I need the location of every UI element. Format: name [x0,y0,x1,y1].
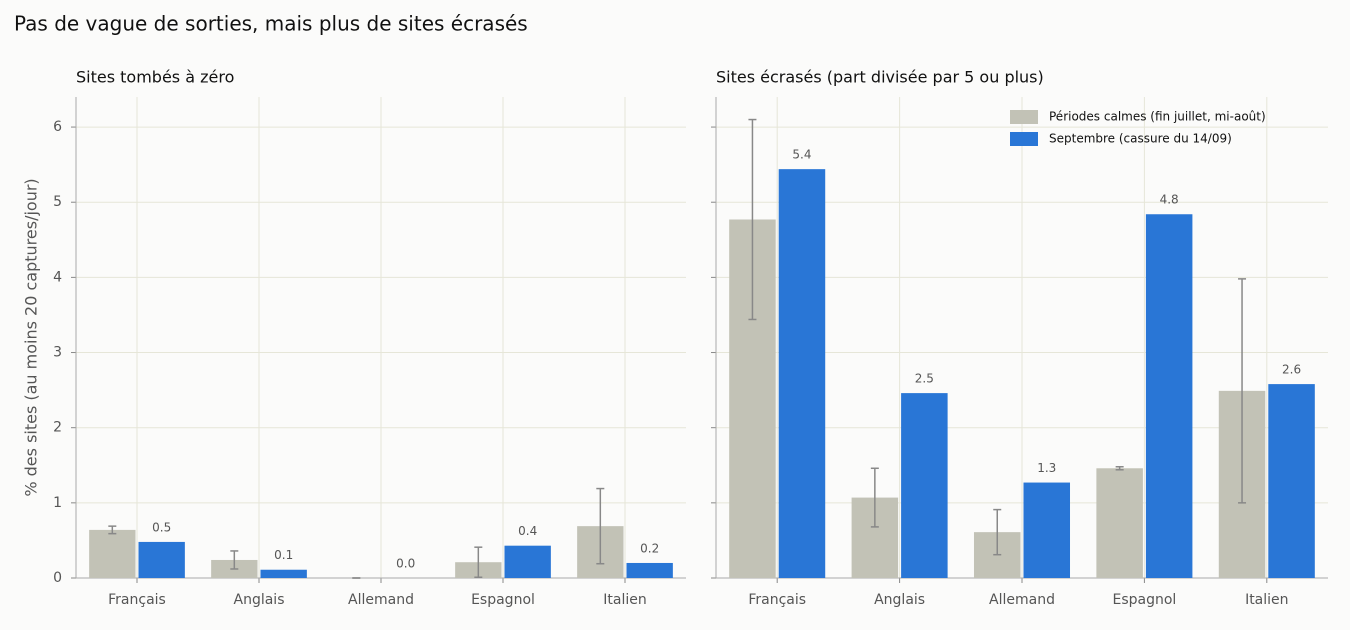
value-label: 1.3 [1037,461,1056,475]
y-tick-label: 0 [53,570,62,586]
bar [138,541,185,578]
bar [626,562,673,578]
y-axis-label: % des sites (au moins 20 captures/jour) [22,178,41,496]
value-label: 0.0 [396,557,415,571]
value-label: 0.5 [152,520,171,534]
legend-swatch [1010,132,1038,146]
bar [1096,468,1143,578]
y-tick-label: 6 [53,119,62,135]
x-tick-label: Italien [603,592,646,608]
x-tick-label: Anglais [234,592,285,608]
bar [504,545,551,578]
y-tick-label: 2 [53,420,62,436]
subplot-title: Sites écrasés (part divisée par 5 ou plu… [716,68,1044,87]
y-tick-label: 1 [53,495,62,511]
y-tick-label: 5 [53,194,62,210]
y-tick-label: 4 [53,269,62,285]
y-tick-label: 3 [53,345,62,361]
x-tick-label: Espagnol [471,592,535,608]
bar [260,569,307,578]
x-tick-label: Italien [1245,592,1288,608]
value-label: 0.4 [518,524,537,538]
bar [1145,214,1193,578]
x-tick-label: Allemand [348,592,414,608]
legend-swatch [1010,110,1038,124]
x-tick-label: Espagnol [1112,592,1176,608]
x-tick-label: Français [748,592,806,608]
value-label: 4.8 [1160,193,1179,207]
value-label: 0.2 [640,541,659,555]
value-label: 2.6 [1282,363,1301,377]
value-label: 5.4 [792,148,811,162]
value-label: 2.5 [915,372,934,386]
bar [89,529,136,578]
x-tick-label: Anglais [874,592,925,608]
legend-label: Septembre (cassure du 14/09) [1049,132,1232,146]
legend-label: Périodes calmes (fin juillet, mi-août) [1049,110,1266,124]
x-tick-label: Allemand [989,592,1055,608]
bar [901,393,948,578]
bar [1268,384,1315,578]
bar [778,169,826,578]
figure-title: Pas de vague de sorties, mais plus de si… [14,12,528,36]
bar [1023,482,1071,578]
subplot-title: Sites tombés à zéro [76,68,234,87]
x-tick-label: Français [108,592,166,608]
value-label: 0.1 [274,548,293,562]
